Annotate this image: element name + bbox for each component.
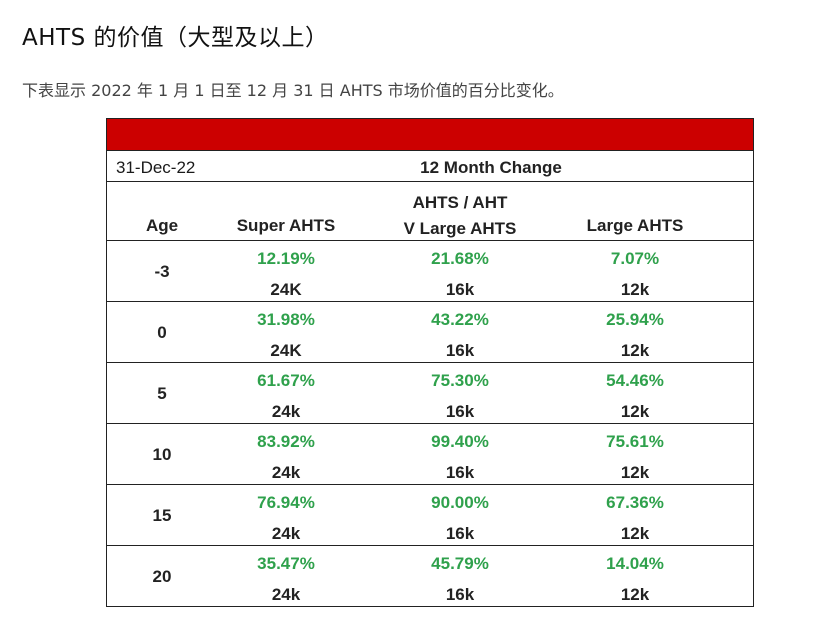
super-ahts-percent-cell: 35.47%	[257, 554, 315, 573]
large-ahts-size-cell: 12k	[620, 341, 650, 360]
column-header-large-ahts: Large AHTS	[586, 216, 684, 235]
row-age-cell: 5	[157, 384, 167, 403]
large-ahts-size-cell: 12k	[620, 585, 650, 604]
vlarge-ahts-percent-cell: 90.00%	[431, 493, 489, 512]
vlarge-ahts-size-cell: 16k	[445, 585, 475, 604]
column-header-super-ahts: Super AHTS	[236, 216, 336, 235]
super-ahts-size-cell: 24k	[271, 585, 301, 604]
row-age-cell: 20	[152, 567, 172, 586]
super-ahts-percent-cell: 76.94%	[257, 493, 315, 512]
super-ahts-size-cell: 24K	[270, 341, 302, 360]
vlarge-ahts-size-cell: 16k	[445, 463, 475, 482]
vlarge-ahts-percent-cell: 45.79%	[431, 554, 489, 573]
table-column-headers: Age Super AHTS AHTS / AHT V Large AHTS L…	[107, 182, 753, 241]
column-header-vlarge-ahts: AHTS / AHT V Large AHTS	[355, 190, 565, 242]
page-description: 下表显示 2022 年 1 月 1 日至 12 月 31 日 AHTS 市场价值…	[22, 81, 564, 100]
vlarge-ahts-size-cell: 16k	[445, 280, 475, 299]
vlarge-ahts-percent-cell: 21.68%	[431, 249, 489, 268]
large-ahts-percent-cell: 7.07%	[610, 249, 660, 268]
vlarge-ahts-percent-cell: 43.22%	[431, 310, 489, 329]
row-age-cell: 0	[157, 323, 167, 342]
column-header-vlarge-line1: AHTS / AHT	[412, 193, 508, 212]
table-row: 5 61.67% 75.30% 54.46% 24k 16k 12k	[107, 363, 753, 424]
large-ahts-percent-cell: 75.61%	[606, 432, 664, 451]
table-row: 20 35.47% 45.79% 14.04% 24k 16k 12k	[107, 546, 753, 606]
vlarge-ahts-size-cell: 16k	[445, 402, 475, 421]
table-row: 15 76.94% 90.00% 67.36% 24k 16k 12k	[107, 485, 753, 546]
column-header-vlarge-line2: V Large AHTS	[403, 219, 517, 238]
large-ahts-percent-cell: 25.94%	[606, 310, 664, 329]
large-ahts-percent-cell: 67.36%	[606, 493, 664, 512]
super-ahts-size-cell: 24k	[271, 402, 301, 421]
super-ahts-size-cell: 24k	[271, 463, 301, 482]
table-row: -3 12.19% 21.68% 7.07% 24K 16k 12k	[107, 241, 753, 302]
vlarge-ahts-percent-cell: 75.30%	[431, 371, 489, 390]
table-body: -3 12.19% 21.68% 7.07% 24K 16k 12k 0 31.98% 43.22…	[107, 241, 753, 606]
row-age-cell: 15	[152, 506, 172, 525]
large-ahts-percent-cell: 14.04%	[606, 554, 664, 573]
table-row: 0 31.98% 43.22% 25.94% 24K 16k 12k	[107, 302, 753, 363]
large-ahts-size-cell: 12k	[620, 280, 650, 299]
large-ahts-size-cell: 12k	[620, 463, 650, 482]
super-ahts-percent-cell: 83.92%	[257, 432, 315, 451]
super-ahts-percent-cell: 61.67%	[257, 371, 315, 390]
column-header-age: Age	[145, 216, 179, 235]
large-ahts-size-cell: 12k	[620, 402, 650, 421]
large-ahts-size-cell: 12k	[620, 524, 650, 543]
page-title: AHTS 的价值（大型及以上）	[22, 25, 329, 51]
table-header-bar	[107, 119, 753, 151]
row-age-cell: -3	[154, 262, 170, 281]
table-date-row: 31-Dec-22 12 Month Change	[107, 151, 753, 182]
super-ahts-percent-cell: 12.19%	[257, 249, 315, 268]
value-change-table: 31-Dec-22 12 Month Change Age Super AHTS…	[106, 118, 754, 607]
large-ahts-percent-cell: 54.46%	[606, 371, 664, 390]
table-date-label: 31-Dec-22	[116, 158, 196, 177]
table-change-label: 12 Month Change	[420, 158, 562, 177]
vlarge-ahts-percent-cell: 99.40%	[431, 432, 489, 451]
super-ahts-size-cell: 24K	[270, 280, 302, 299]
super-ahts-size-cell: 24k	[271, 524, 301, 543]
table-row: 10 83.92% 99.40% 75.61% 24k 16k 12k	[107, 424, 753, 485]
row-age-cell: 10	[152, 445, 172, 464]
super-ahts-percent-cell: 31.98%	[257, 310, 315, 329]
vlarge-ahts-size-cell: 16k	[445, 341, 475, 360]
vlarge-ahts-size-cell: 16k	[445, 524, 475, 543]
